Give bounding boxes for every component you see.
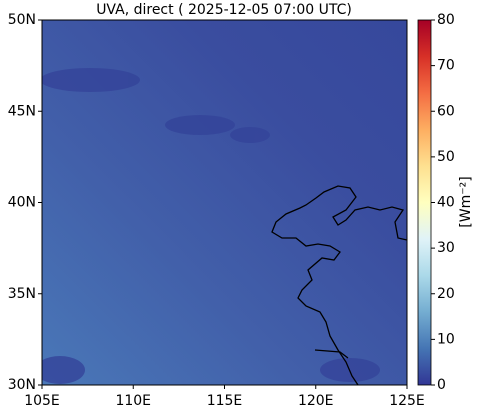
colorbar-tick-label: 70 xyxy=(437,58,455,74)
colorbar xyxy=(417,19,432,386)
x-tick-label: 120E xyxy=(298,393,334,409)
x-tick-label: 125E xyxy=(389,393,425,409)
colorbar-tick-label: 40 xyxy=(437,195,455,211)
coastline xyxy=(314,349,349,359)
colorbar-tick-label: 80 xyxy=(437,12,455,28)
x-tick-label: 110E xyxy=(115,393,151,409)
map xyxy=(42,20,407,385)
y-tick-label: 40N xyxy=(8,195,36,211)
x-tick-label: 115E xyxy=(207,393,243,409)
y-tick-label: 30N xyxy=(8,377,36,393)
x-tick-label: 105E xyxy=(24,393,60,409)
y-tick-label: 45N xyxy=(8,103,36,119)
y-tick-label: 50N xyxy=(8,12,36,28)
colorbar-label: [Wm⁻²] xyxy=(458,176,474,227)
y-tick-label: 35N xyxy=(8,286,36,302)
colorbar-tick-label: 30 xyxy=(437,240,455,256)
colorbar-tick-label: 10 xyxy=(437,331,455,347)
colorbar-tick-label: 60 xyxy=(437,103,455,119)
colorbar-tick-label: 20 xyxy=(437,286,455,302)
chart-title: UVA, direct ( 2025-12-05 07:00 UTC) xyxy=(96,2,352,18)
colorbar-tick-label: 50 xyxy=(437,149,455,165)
colorbar-tick-label: 0 xyxy=(437,377,446,393)
coastline xyxy=(271,185,407,385)
